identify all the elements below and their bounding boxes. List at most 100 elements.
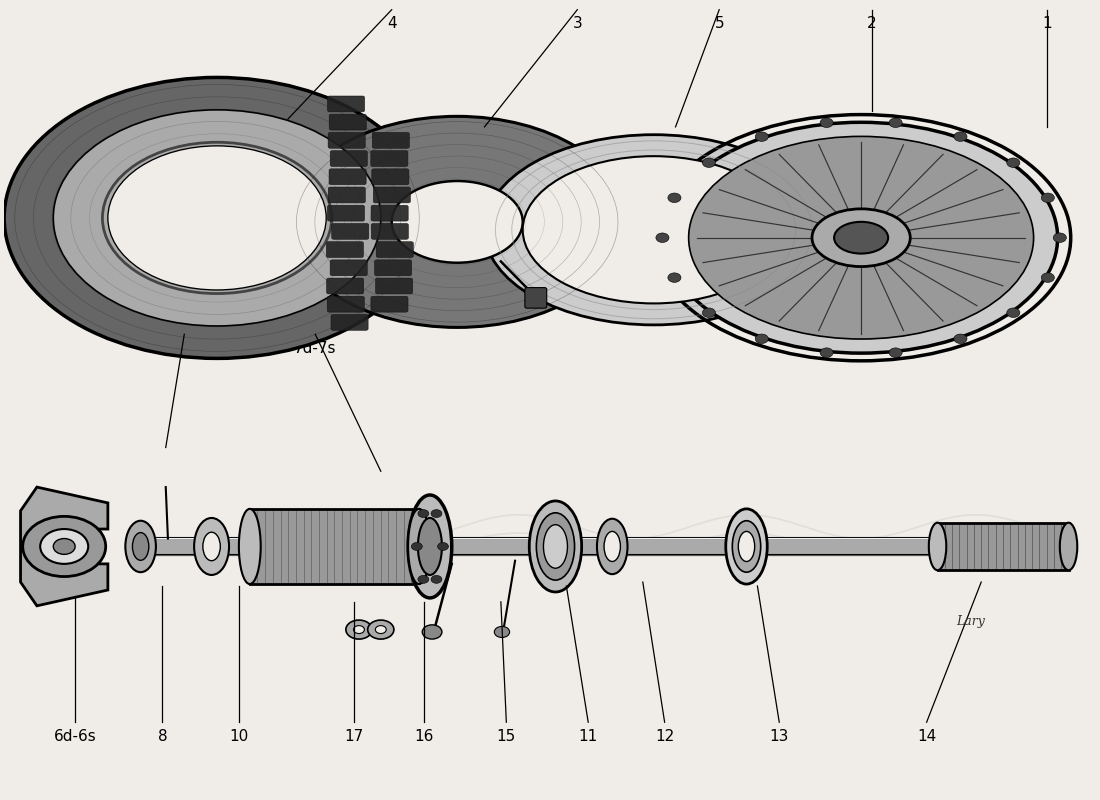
FancyBboxPatch shape <box>371 206 408 221</box>
Ellipse shape <box>392 181 522 262</box>
FancyBboxPatch shape <box>371 296 408 312</box>
Ellipse shape <box>113 150 321 286</box>
FancyBboxPatch shape <box>331 314 368 330</box>
Circle shape <box>1006 158 1020 167</box>
Ellipse shape <box>597 518 627 574</box>
Circle shape <box>1042 273 1055 282</box>
Text: 13: 13 <box>770 729 789 744</box>
FancyBboxPatch shape <box>372 223 408 239</box>
FancyBboxPatch shape <box>525 287 547 308</box>
FancyBboxPatch shape <box>328 187 365 203</box>
Circle shape <box>422 625 442 639</box>
Ellipse shape <box>928 522 946 570</box>
Text: 9: 9 <box>179 341 189 356</box>
Ellipse shape <box>202 532 220 561</box>
Circle shape <box>668 273 681 282</box>
Ellipse shape <box>733 521 761 572</box>
FancyBboxPatch shape <box>373 187 410 203</box>
FancyBboxPatch shape <box>372 133 409 148</box>
Text: 17: 17 <box>344 729 363 744</box>
Ellipse shape <box>834 222 888 254</box>
Circle shape <box>411 542 422 550</box>
Text: 8: 8 <box>157 729 167 744</box>
Circle shape <box>1042 193 1055 202</box>
Circle shape <box>367 620 394 639</box>
Ellipse shape <box>812 209 910 266</box>
Polygon shape <box>21 487 108 606</box>
FancyBboxPatch shape <box>328 206 364 221</box>
Circle shape <box>1006 308 1020 318</box>
FancyBboxPatch shape <box>374 260 411 276</box>
Ellipse shape <box>53 110 381 326</box>
Text: 12: 12 <box>654 729 674 744</box>
Circle shape <box>345 620 372 639</box>
Text: 6d-6s: 6d-6s <box>54 729 97 744</box>
Ellipse shape <box>738 531 755 562</box>
Circle shape <box>703 158 715 167</box>
Text: 10: 10 <box>229 729 249 744</box>
Circle shape <box>41 529 88 564</box>
Bar <box>130 538 1025 555</box>
FancyBboxPatch shape <box>330 150 367 166</box>
Text: 1: 1 <box>1042 17 1052 31</box>
FancyBboxPatch shape <box>372 169 409 185</box>
Circle shape <box>954 334 967 343</box>
Ellipse shape <box>132 533 148 560</box>
Text: 11: 11 <box>579 729 597 744</box>
Ellipse shape <box>522 156 784 303</box>
FancyBboxPatch shape <box>329 114 366 130</box>
Ellipse shape <box>537 513 574 580</box>
Ellipse shape <box>604 531 620 562</box>
Text: 7d-7s: 7d-7s <box>294 341 337 356</box>
FancyBboxPatch shape <box>330 260 367 276</box>
Bar <box>937 522 1068 570</box>
Circle shape <box>821 348 833 358</box>
Circle shape <box>703 308 715 318</box>
Ellipse shape <box>418 518 442 575</box>
Circle shape <box>889 348 902 358</box>
Circle shape <box>23 516 106 577</box>
FancyBboxPatch shape <box>328 96 364 112</box>
Ellipse shape <box>239 509 261 584</box>
Ellipse shape <box>529 501 582 592</box>
Circle shape <box>821 118 833 127</box>
Ellipse shape <box>726 509 767 584</box>
Ellipse shape <box>543 525 568 568</box>
Text: 14: 14 <box>917 729 936 744</box>
Ellipse shape <box>4 78 430 358</box>
Circle shape <box>889 118 902 127</box>
Circle shape <box>756 132 768 142</box>
Circle shape <box>375 626 386 634</box>
Circle shape <box>418 575 429 583</box>
FancyBboxPatch shape <box>371 150 408 166</box>
Circle shape <box>418 510 429 518</box>
Ellipse shape <box>664 122 1057 353</box>
Circle shape <box>1054 233 1066 242</box>
Text: 4: 4 <box>387 17 396 31</box>
FancyBboxPatch shape <box>327 278 364 294</box>
FancyBboxPatch shape <box>328 133 365 148</box>
FancyBboxPatch shape <box>332 223 368 239</box>
Text: 2: 2 <box>867 17 877 31</box>
Text: 5: 5 <box>714 17 724 31</box>
FancyBboxPatch shape <box>327 242 363 258</box>
Ellipse shape <box>288 116 626 327</box>
FancyBboxPatch shape <box>376 242 414 258</box>
FancyBboxPatch shape <box>329 169 366 185</box>
Ellipse shape <box>125 521 156 572</box>
Bar <box>250 509 419 584</box>
Circle shape <box>431 575 442 583</box>
Text: 15: 15 <box>497 729 516 744</box>
Ellipse shape <box>484 134 823 325</box>
Text: Lary: Lary <box>956 615 984 628</box>
Text: 16: 16 <box>415 729 434 744</box>
Ellipse shape <box>689 136 1034 339</box>
Ellipse shape <box>108 146 327 290</box>
Circle shape <box>438 542 449 550</box>
Circle shape <box>431 510 442 518</box>
Ellipse shape <box>408 495 452 598</box>
FancyBboxPatch shape <box>327 296 364 312</box>
Ellipse shape <box>194 518 229 575</box>
Circle shape <box>756 334 768 343</box>
Ellipse shape <box>408 509 430 584</box>
